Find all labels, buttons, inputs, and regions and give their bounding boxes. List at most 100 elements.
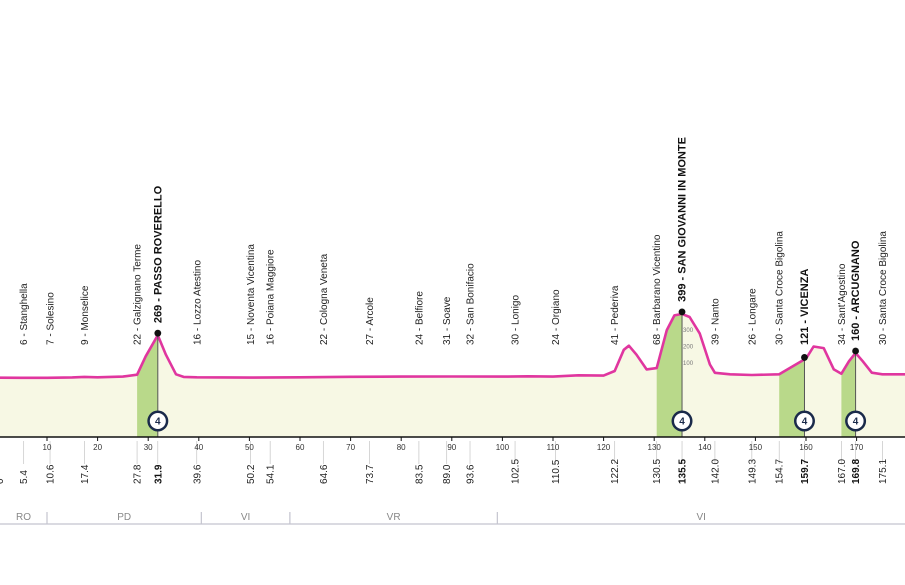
km-axis-tick-label: 100 xyxy=(496,443,510,452)
mountain-category-4-icon: 4 xyxy=(793,410,815,432)
km-axis-tick-label: 160 xyxy=(799,443,813,452)
location-label: 16 - Lozzo Atestino xyxy=(192,260,203,345)
km-axis-tick-label: 120 xyxy=(597,443,611,452)
km-distance-label: 31.9 xyxy=(153,464,164,484)
profile-line xyxy=(0,312,905,380)
km-axis-tick-label: 20 xyxy=(93,443,102,452)
km-distance-label: 10.6 xyxy=(46,464,57,484)
badge-inner xyxy=(674,413,691,429)
location-label: 27 - Arcole xyxy=(365,297,376,345)
location-label: 68 - Barbarano Vicentino xyxy=(652,234,663,345)
location-label: 24 - Belfiore xyxy=(414,291,425,345)
badge-inner xyxy=(796,413,813,429)
km-axis-tick-label: 10 xyxy=(43,443,52,452)
km-axis-tick-label: 110 xyxy=(547,443,560,452)
km-distance-label: 149.3 xyxy=(747,459,758,484)
location-label: 32 - San Bonifacio xyxy=(466,263,477,345)
summit-dot-icon xyxy=(154,329,162,337)
location-label: 30 - Santa Croce Bigolina xyxy=(775,231,786,345)
location-label: 30 - Lonigo xyxy=(511,295,522,345)
elevation-profile xyxy=(0,312,905,437)
badge-category-text: 4 xyxy=(853,417,859,428)
location-label: 24 - Orgiano xyxy=(551,289,562,345)
location-label: 30 - Santa Croce Bigolina xyxy=(878,231,889,345)
climb-markers: 4 4 4 4 100 200 300 xyxy=(147,308,867,437)
km-distance-label: 102.5 xyxy=(511,459,522,484)
mountain-category-4-icon: 4 xyxy=(845,410,867,432)
location-label: 15 - Noventa Vicentina xyxy=(246,244,257,345)
summit-dot-icon xyxy=(852,347,859,355)
km-distance-label: 175.1 xyxy=(878,459,889,484)
km-distance-label: 122.2 xyxy=(610,459,621,484)
location-label: 9 - Monselice xyxy=(80,285,91,345)
mountain-category-4-icon: 4 xyxy=(147,410,169,432)
km-axis-tick-label: 90 xyxy=(447,443,456,452)
km-marks: 5.4 10.6 17.4 27.8 31.9 39.6 50.2 54.1 64.6 73.7 8… xyxy=(0,459,889,484)
km-distance-label: 167.0 xyxy=(837,459,848,484)
km-distance-label: 27.8 xyxy=(133,464,144,484)
km-axis-tick-label: 140 xyxy=(698,443,712,452)
location-label: 34 - Sant'Agostino xyxy=(837,263,848,345)
km-axis-tick-label: 170 xyxy=(850,443,864,452)
badge-inner xyxy=(847,413,864,429)
location-label: 31 - Soave xyxy=(442,296,453,345)
location-label: 160 - ARCUGNANO xyxy=(850,240,862,341)
km-axis-tick-label: 150 xyxy=(749,443,763,452)
km-distance-label: 93.6 xyxy=(466,464,477,484)
province-label: RO xyxy=(16,512,31,523)
badge-inner xyxy=(149,413,166,429)
province-label: VI xyxy=(241,512,250,523)
badge-category-text: 4 xyxy=(155,417,161,428)
location-label: 41 - Pederiva xyxy=(610,285,621,345)
location-label: 6 - Stanghella xyxy=(19,283,30,345)
province-label: PD xyxy=(117,512,131,523)
elevation-scale-tick: 200 xyxy=(683,344,694,350)
km-distance-label: 5.4 xyxy=(19,470,30,484)
km-axis-tick-label: 60 xyxy=(296,443,305,452)
province-label: VR xyxy=(387,512,401,523)
mountain-category-4-icon: 4 xyxy=(671,410,693,432)
location-label: 26 - Longare xyxy=(747,288,758,345)
badge-category-text: 4 xyxy=(802,417,808,428)
km-axis-tick-label: 50 xyxy=(245,443,254,452)
location-label: 22 - Cologna Veneta xyxy=(319,253,330,345)
summit-dot-icon xyxy=(801,354,808,361)
km-distance-label: 64.6 xyxy=(319,464,330,484)
km-axis-tick-label: 30 xyxy=(144,443,153,452)
km-distance-label: 142.0 xyxy=(710,459,721,484)
km-distance-label: 89.0 xyxy=(442,464,453,484)
km-distance-label: 73.7 xyxy=(365,464,376,484)
province-bands: RO PD VI VR VI xyxy=(0,512,905,525)
km-axis-tick-label: 70 xyxy=(346,443,355,452)
km-axis-tick-label: 130 xyxy=(648,443,662,452)
km-distance-label: 110.5 xyxy=(551,459,562,484)
km-distance-label: 154.7 xyxy=(775,459,786,484)
location-label: 22 - Galzignano Terme xyxy=(133,244,144,345)
km-distance-label: 135.5 xyxy=(678,459,689,484)
location-label: 39 - Nanto xyxy=(710,298,721,345)
km-distance-label: 50.2 xyxy=(246,464,257,484)
km-distance-label: 169.8 xyxy=(851,459,862,484)
km-axis-tick-label: 40 xyxy=(194,443,203,452)
location-labels: 6 - Stanghella 7 - Solesino 9 - Monselice 2… xyxy=(19,137,889,345)
km-distance-label: 130.5 xyxy=(652,459,663,484)
km-axis: 10 20 30 40 50 60 70 80 90 100 110 120 130 140 150 160 1… xyxy=(0,436,905,452)
km-axis-tick-label: 80 xyxy=(397,443,406,452)
km-distance-label: 54.1 xyxy=(266,464,277,484)
location-label: 16 - Poiana Maggiore xyxy=(266,249,277,345)
location-label: 121 - VICENZA xyxy=(799,269,811,345)
climb-area-1 xyxy=(137,335,158,437)
elevation-scale-tick: 100 xyxy=(683,361,694,367)
km-distance-label: 17.4 xyxy=(80,464,91,484)
summit-dot-icon xyxy=(678,308,686,316)
badge-category-text: 4 xyxy=(679,417,685,428)
province-label: VI xyxy=(696,512,705,523)
location-label: 7 - Solesino xyxy=(46,292,57,345)
km-distance-label: 39.6 xyxy=(192,464,203,484)
elevation-scale-tick: 300 xyxy=(683,328,694,334)
location-label: 399 - SAN GIOVANNI IN MONTE xyxy=(677,137,689,302)
km-distance-label: 159.7 xyxy=(800,459,811,484)
km-distance-label: 0 xyxy=(0,478,6,484)
km-distance-label: 83.5 xyxy=(414,464,425,484)
